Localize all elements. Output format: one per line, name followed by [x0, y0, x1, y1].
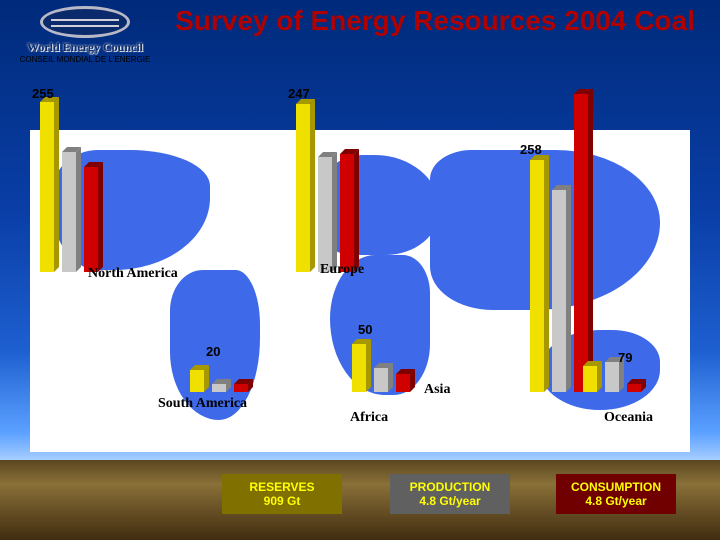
region-label-asia: Asia [424, 382, 450, 398]
legend-reserves: RESERVES909 Gt [222, 474, 342, 514]
value-asia: 258 [520, 142, 542, 157]
region-label-north-america: North America [88, 266, 178, 282]
region-label-africa: Africa [350, 410, 388, 426]
region-label-oceania: Oceania [604, 410, 653, 426]
logo-sub-text: CONSEIL MONDIAL DE L'ENERGIE [10, 55, 160, 64]
logo-main-text: World Energy Council [10, 40, 160, 55]
legend-consumption: CONSUMPTION4.8 Gt/year [556, 474, 676, 514]
slide-stage: World Energy Council CONSEIL MONDIAL DE … [0, 0, 720, 540]
value-africa: 50 [358, 322, 372, 337]
value-oceania: 79 [618, 350, 632, 365]
legend-production: PRODUCTION4.8 Gt/year [390, 474, 510, 514]
value-south-america: 20 [206, 344, 220, 359]
logo-ellipse-icon [40, 6, 130, 38]
region-label-europe: Europe [320, 262, 364, 278]
value-north-america: 255 [32, 86, 54, 101]
region-label-south-america: South America [158, 396, 247, 412]
slide-title: Survey of Energy Resources 2004 Coal [170, 6, 700, 37]
wec-logo: World Energy Council CONSEIL MONDIAL DE … [10, 6, 160, 64]
value-europe: 247 [288, 86, 310, 101]
